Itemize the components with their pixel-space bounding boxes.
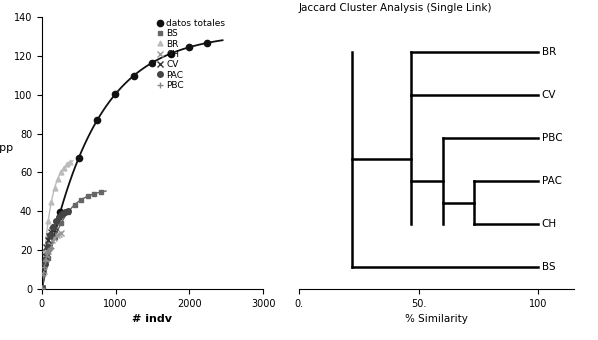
Legend: datos totales, BS, BR, CH, CV, PAC, PBC: datos totales, BS, BR, CH, CV, PAC, PBC bbox=[157, 19, 225, 90]
Text: Jaccard Cluster Analysis (Single Link): Jaccard Cluster Analysis (Single Link) bbox=[299, 3, 493, 14]
Text: PAC: PAC bbox=[542, 176, 562, 186]
X-axis label: % Similarity: % Similarity bbox=[405, 314, 468, 324]
Y-axis label: Spp: Spp bbox=[0, 143, 13, 153]
Text: BR: BR bbox=[542, 47, 556, 56]
Text: CH: CH bbox=[542, 219, 557, 229]
Text: CV: CV bbox=[542, 90, 556, 100]
Text: BS: BS bbox=[542, 262, 556, 272]
Text: PBC: PBC bbox=[542, 133, 562, 143]
X-axis label: # indv: # indv bbox=[133, 314, 172, 324]
